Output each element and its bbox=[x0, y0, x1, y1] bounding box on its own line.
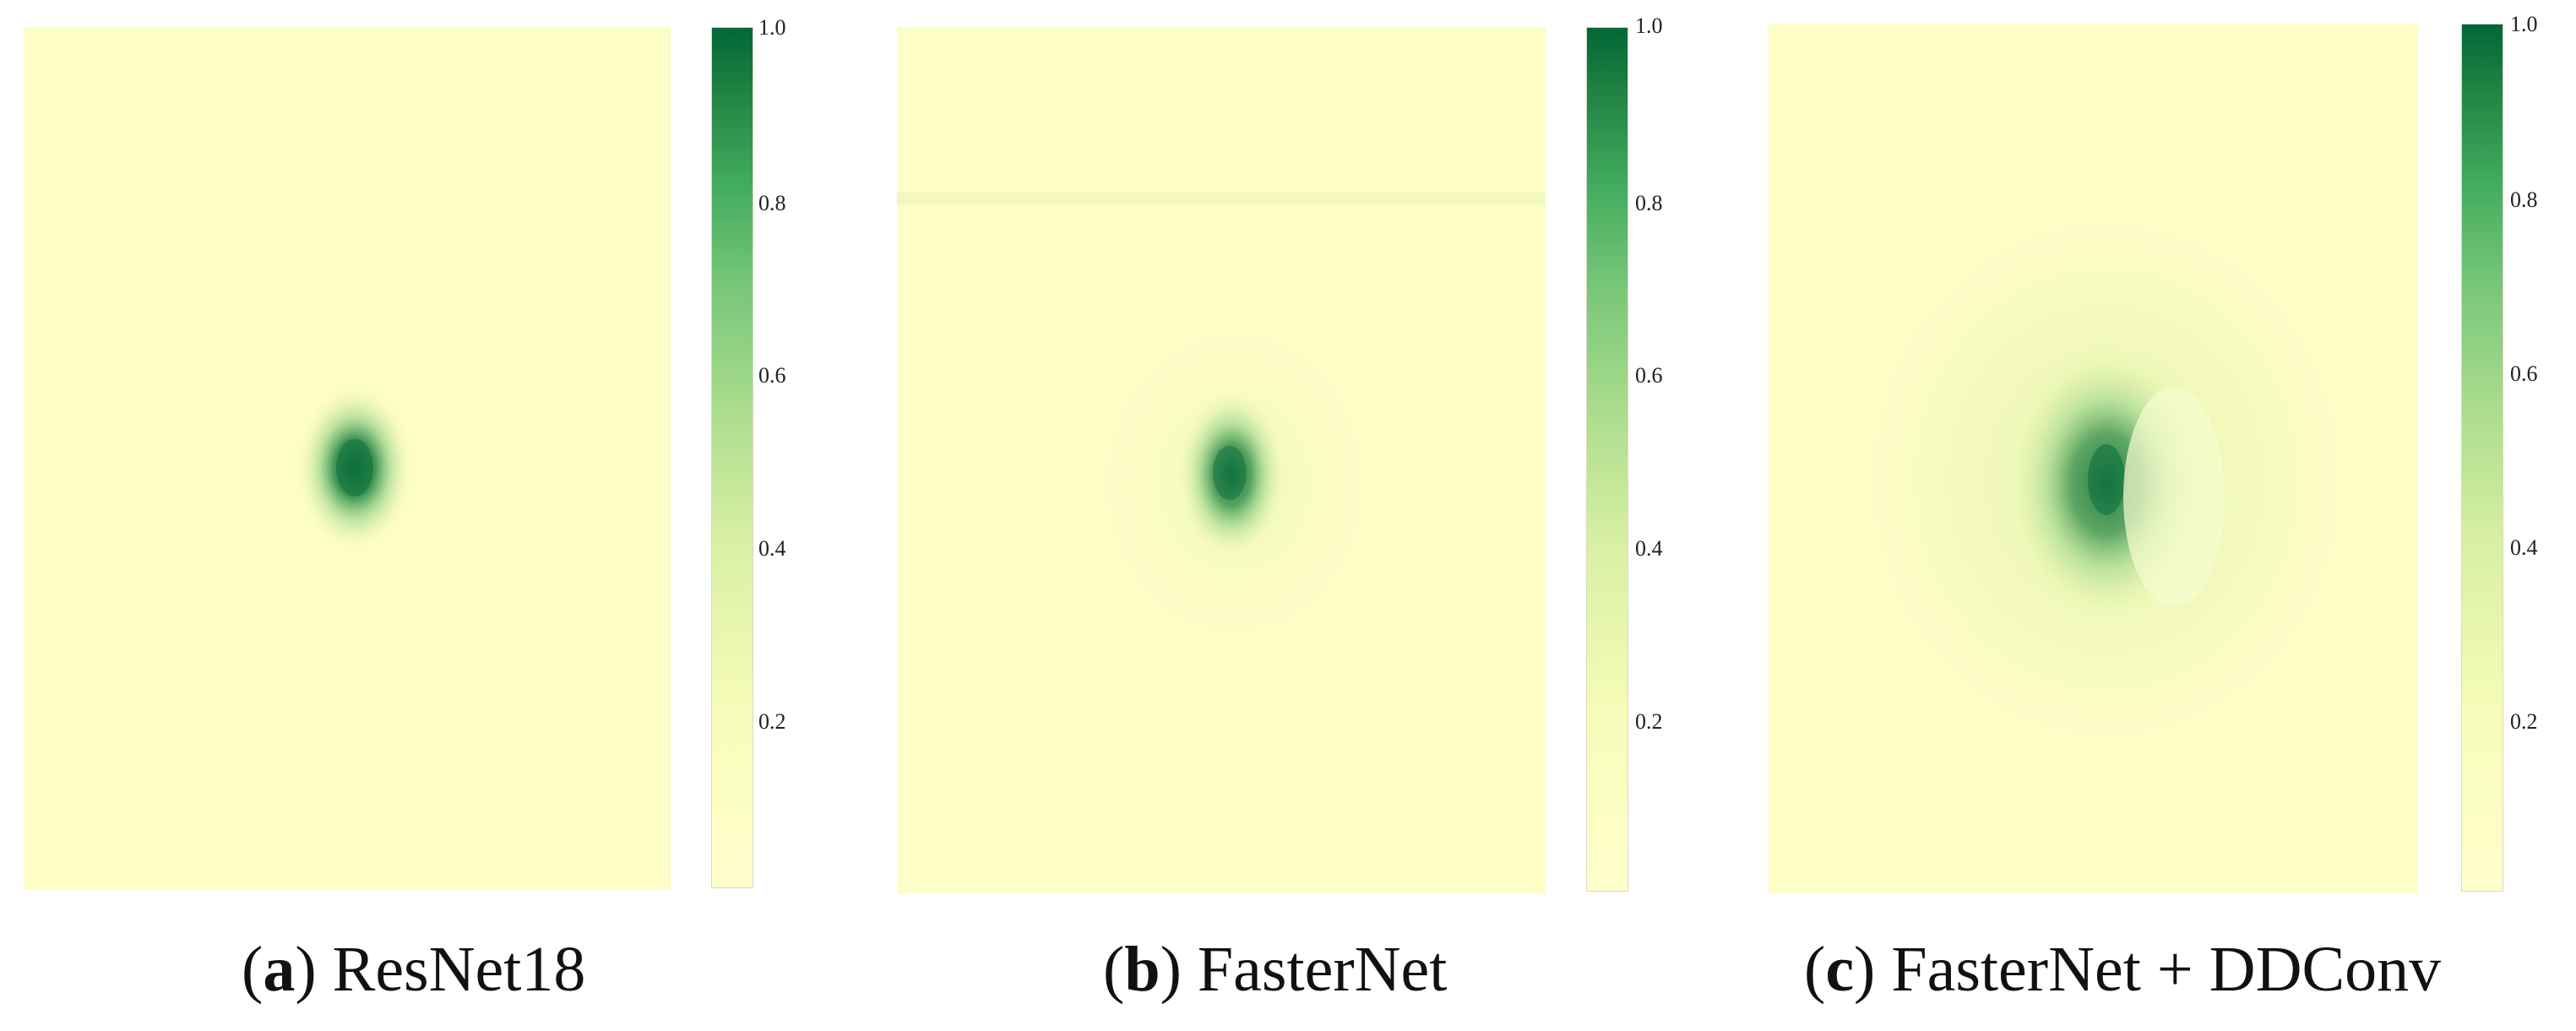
caption-text: FasterNet + DDConv bbox=[1891, 934, 2442, 1005]
colorbar-tick: 0.2 bbox=[1635, 709, 1663, 734]
colorbar-b bbox=[1586, 27, 1628, 892]
heatmap-hotspot-core bbox=[336, 439, 373, 497]
caption-b: (b) FasterNet bbox=[1103, 934, 1448, 1005]
colorbar-tick: 0.6 bbox=[1635, 363, 1663, 388]
colorbar-tick: 0.8 bbox=[1635, 191, 1663, 215]
colorbar-tick: 1.0 bbox=[2510, 12, 2538, 36]
heatmap-pale-region bbox=[2123, 387, 2225, 606]
caption-a: (a) ResNet18 bbox=[242, 934, 586, 1005]
colorbar-tick: 0.4 bbox=[1635, 536, 1663, 561]
heatmap-hotspot-core bbox=[1213, 446, 1247, 500]
heatmap-hotspot-core bbox=[2088, 444, 2125, 515]
colorbar-tick: 0.6 bbox=[2510, 361, 2538, 386]
colorbar-tick: 0.8 bbox=[758, 191, 786, 215]
heatmap-band bbox=[897, 193, 1546, 204]
caption-letter: a bbox=[263, 934, 296, 1005]
colorbar-tick: 1.0 bbox=[758, 15, 786, 40]
heatmap-b bbox=[897, 27, 1546, 893]
colorbar-tick: 0.2 bbox=[2510, 709, 2538, 734]
caption-c: (c) FasterNet + DDConv bbox=[1804, 934, 2442, 1005]
colorbar-tick: 0.4 bbox=[758, 536, 786, 561]
heatmap-c bbox=[1769, 24, 2417, 893]
colorbar-a bbox=[711, 27, 753, 888]
caption-text: ResNet18 bbox=[332, 934, 586, 1005]
colorbar-tick: 0.2 bbox=[758, 709, 786, 734]
caption-letter: c bbox=[1825, 934, 1855, 1005]
colorbar-tick: 0.8 bbox=[2510, 187, 2538, 212]
colorbar-tick: 0.6 bbox=[758, 363, 786, 388]
caption-text: FasterNet bbox=[1197, 934, 1448, 1005]
colorbar-tick: 1.0 bbox=[1635, 14, 1663, 38]
caption-letter: b bbox=[1124, 934, 1160, 1005]
colorbar-tick: 0.4 bbox=[2510, 535, 2538, 560]
colorbar-c bbox=[2461, 24, 2503, 892]
heatmap-a bbox=[24, 27, 671, 890]
